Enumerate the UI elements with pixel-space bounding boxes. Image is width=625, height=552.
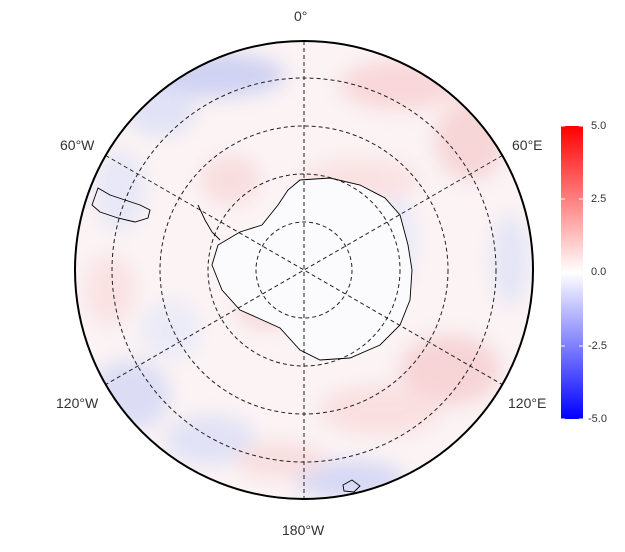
colorbar — [561, 125, 583, 420]
coastline — [91, 177, 413, 493]
lon-label-120w: 120°W — [56, 395, 99, 411]
colorbar-tick-label: -5.0 — [588, 413, 607, 425]
lon-label-180w: 180°W — [282, 522, 325, 538]
anomaly-field — [75, 41, 533, 499]
colorbar-tick-label: -2.5 — [588, 340, 607, 352]
colorbar-tick-label: 0.0 — [591, 266, 607, 278]
graticule — [105, 41, 503, 499]
map-boundary — [74, 40, 534, 500]
lon-label-60w: 60°W — [60, 137, 95, 153]
lon-label-0: 0° — [294, 8, 308, 24]
colorbar-tick-label: 2.5 — [591, 193, 607, 205]
lon-label-120e: 120°E — [508, 395, 547, 411]
colorbar-tick-label: 5.0 — [591, 120, 607, 132]
lon-label-60e: 60°E — [512, 137, 543, 153]
colorbar-gradient — [561, 126, 583, 419]
